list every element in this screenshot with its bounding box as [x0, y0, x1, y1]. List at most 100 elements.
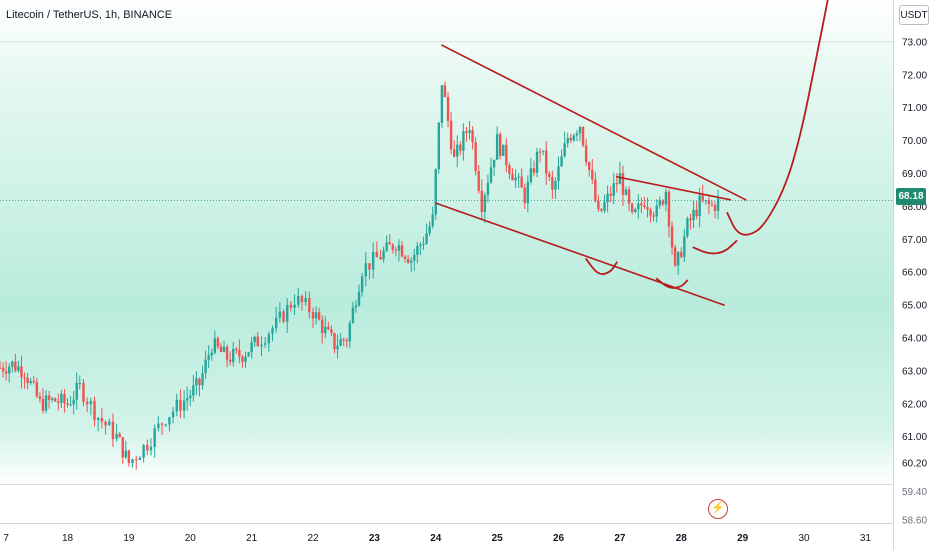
time-tick-label: 7 — [3, 533, 9, 544]
candle-body — [676, 252, 680, 266]
candle-body — [446, 97, 450, 121]
candle-body — [47, 395, 51, 400]
candle-body — [20, 366, 23, 378]
projection-curve — [726, 0, 829, 236]
candle-body — [50, 398, 54, 400]
candle-body — [207, 355, 210, 360]
candle-body — [710, 204, 714, 206]
candle-body — [311, 312, 315, 319]
candle-body — [368, 263, 371, 270]
candle-body — [267, 334, 271, 344]
candle-body — [603, 202, 606, 211]
candle-body — [314, 312, 318, 319]
candle-body — [300, 295, 304, 303]
candle-body — [541, 150, 545, 152]
candle-body — [232, 349, 235, 362]
price-tick-label: 58.60 — [902, 515, 927, 526]
candle-body — [397, 245, 401, 251]
time-tick-label: 31 — [860, 533, 872, 544]
candle-body — [96, 418, 100, 420]
candle-body — [336, 345, 339, 350]
time-tick-label: 29 — [737, 533, 749, 544]
candle-body — [587, 162, 591, 171]
price-tick-label: 68.00 — [902, 202, 927, 213]
price-tick-label: 59.40 — [902, 487, 927, 498]
candle-body — [213, 338, 217, 353]
candle-body — [517, 176, 520, 178]
price-tick-label: 62.00 — [902, 399, 927, 410]
candle-body — [661, 200, 665, 205]
candle-body — [171, 411, 175, 418]
candle-body — [416, 246, 419, 255]
candle-body — [477, 171, 480, 191]
candle-body — [256, 336, 259, 347]
candle-body — [157, 423, 160, 429]
time-tick-label: 25 — [492, 533, 504, 544]
candle-body — [146, 444, 149, 451]
candle-body — [382, 250, 385, 260]
lightning-bolt-icon[interactable]: ⚡ — [708, 499, 728, 519]
candle-body — [108, 421, 111, 426]
candle-body — [511, 173, 514, 181]
candle-body — [333, 333, 336, 350]
candle-body — [235, 349, 238, 351]
time-tick-label: 18 — [62, 533, 74, 544]
candle-body — [474, 142, 477, 172]
candle-body — [241, 356, 244, 362]
candle-body — [640, 203, 643, 206]
candle-body — [560, 156, 563, 167]
candle-body — [222, 346, 226, 352]
time-tick-label: 22 — [307, 533, 319, 544]
candle-body — [612, 183, 615, 196]
candle-body — [692, 209, 695, 221]
candle-body — [354, 305, 358, 308]
candle-body — [371, 252, 375, 270]
candle-body — [250, 342, 253, 353]
candle-body — [443, 85, 447, 98]
candle-body — [69, 404, 72, 406]
candle-body — [118, 433, 121, 438]
candle-body — [554, 180, 557, 190]
candle-body — [142, 444, 145, 458]
candle-body — [100, 418, 104, 422]
candle-body — [716, 198, 720, 211]
candle-body — [413, 254, 416, 261]
candle-body — [465, 131, 468, 133]
candle-body — [502, 144, 505, 156]
candle-body — [431, 214, 434, 227]
candle-body — [23, 377, 26, 379]
candle-body — [375, 252, 379, 258]
candle-body — [60, 393, 63, 403]
candle-body — [149, 446, 153, 451]
currency-badge[interactable]: USDT — [899, 5, 929, 25]
candle-body — [317, 312, 321, 320]
candle-body — [551, 176, 554, 190]
candle-body — [673, 247, 677, 266]
time-tick-label: 30 — [798, 533, 810, 544]
candle-body — [308, 298, 311, 313]
candle-body — [345, 340, 348, 342]
candle-body — [437, 122, 441, 170]
candle-body — [57, 401, 60, 403]
candle-body — [201, 373, 204, 386]
candle-body — [0, 367, 2, 369]
candle-body — [351, 307, 355, 323]
candle-body — [634, 209, 637, 212]
price-tick-label: 69.00 — [902, 169, 927, 180]
candle-body — [89, 400, 93, 405]
candle-body — [260, 344, 263, 347]
price-tick-label: 71.00 — [902, 103, 927, 114]
candle-body — [428, 226, 431, 234]
candle-body — [403, 256, 407, 259]
candle-body — [670, 226, 674, 248]
candle-body — [680, 252, 683, 257]
candle-body — [244, 356, 247, 362]
candle-body — [489, 167, 493, 183]
candle-body — [75, 382, 78, 400]
candle-body — [698, 195, 701, 217]
cup-curve-1 — [585, 258, 618, 275]
candle-body — [219, 346, 223, 352]
candle-body — [17, 366, 20, 371]
candle-body — [581, 127, 585, 146]
